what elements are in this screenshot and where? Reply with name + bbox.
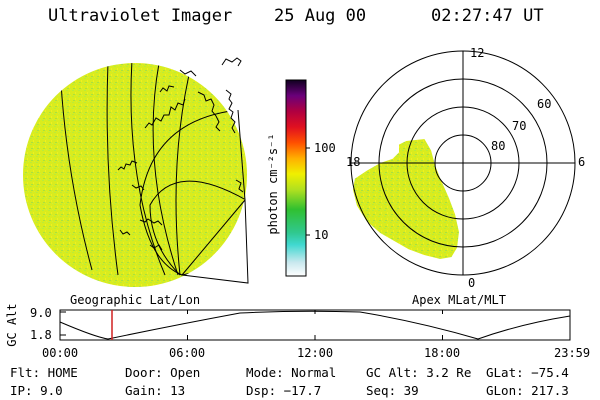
altitude-ytick-9: 9.0 bbox=[30, 306, 52, 320]
meridian-line bbox=[152, 63, 179, 276]
info-gain: Gain: 13 bbox=[125, 383, 186, 398]
lat-label-60: 60 bbox=[537, 97, 552, 111]
colorbar-unit-label: photon cm⁻²s⁻¹ bbox=[266, 133, 280, 235]
altitude-xtick: 18:00 bbox=[424, 346, 461, 360]
info-gc-alt: GC Alt: 3.2 Re bbox=[366, 365, 472, 380]
date-label: 25 Aug 00 bbox=[274, 6, 367, 26]
latitude-circle bbox=[139, 109, 239, 276]
info-dsp: Dsp: −17.7 bbox=[246, 383, 322, 398]
emission-disk bbox=[23, 63, 247, 287]
mlt-label-6: 6 bbox=[578, 155, 586, 169]
meridian-line bbox=[59, 65, 93, 271]
info-glat: GLat: −75.4 bbox=[486, 365, 569, 380]
altitude-xtick: 23:59 bbox=[554, 346, 591, 360]
graticule-line bbox=[237, 109, 246, 201]
mlt-label-0: 0 bbox=[468, 276, 476, 290]
info-glon: GLon: 217.3 bbox=[486, 383, 569, 398]
info-flight: Flt: HOME bbox=[10, 365, 78, 380]
altitude-xtick: 00:00 bbox=[42, 346, 79, 360]
lat-label-80: 80 bbox=[491, 139, 506, 153]
info-ip: IP: 9.0 bbox=[10, 383, 63, 398]
lat-label-70: 70 bbox=[512, 119, 527, 133]
time-label: 02:27:47 UT bbox=[431, 6, 544, 26]
coastline bbox=[117, 57, 244, 251]
geographic-caption: Geographic Lat/Lon bbox=[70, 293, 201, 307]
meridian-line bbox=[106, 63, 119, 276]
mlt-label-12: 12 bbox=[470, 46, 485, 60]
apex-caption: Apex MLat/MLT bbox=[412, 293, 506, 307]
info-seq: Seq: 39 bbox=[366, 383, 419, 398]
latitude-circle bbox=[149, 180, 247, 276]
polar-plot bbox=[350, 50, 576, 276]
altitude-curve bbox=[59, 310, 571, 340]
info-door: Door: Open bbox=[125, 365, 201, 380]
instrument-title: Ultraviolet Imager bbox=[48, 6, 233, 26]
colorbar-tick-10: 10 bbox=[314, 228, 329, 242]
info-mode: Mode: Normal bbox=[246, 365, 337, 380]
altitude-plot bbox=[59, 309, 571, 341]
altitude-ylabel: GC Alt bbox=[5, 303, 19, 347]
auroral-oval bbox=[350, 136, 462, 262]
colorbar-tick-100: 100 bbox=[314, 141, 336, 155]
altitude-xtick: 12:00 bbox=[297, 346, 334, 360]
altitude-xtick: 06:00 bbox=[169, 346, 206, 360]
colorbar bbox=[285, 79, 310, 277]
colorbar-scale bbox=[285, 79, 307, 277]
altitude-ytick-1-8: 1.8 bbox=[30, 328, 52, 342]
geographic-image bbox=[23, 57, 249, 287]
mlt-label-18: 18 bbox=[346, 155, 361, 169]
meridian-line bbox=[175, 63, 193, 276]
graticule-line bbox=[181, 198, 249, 284]
